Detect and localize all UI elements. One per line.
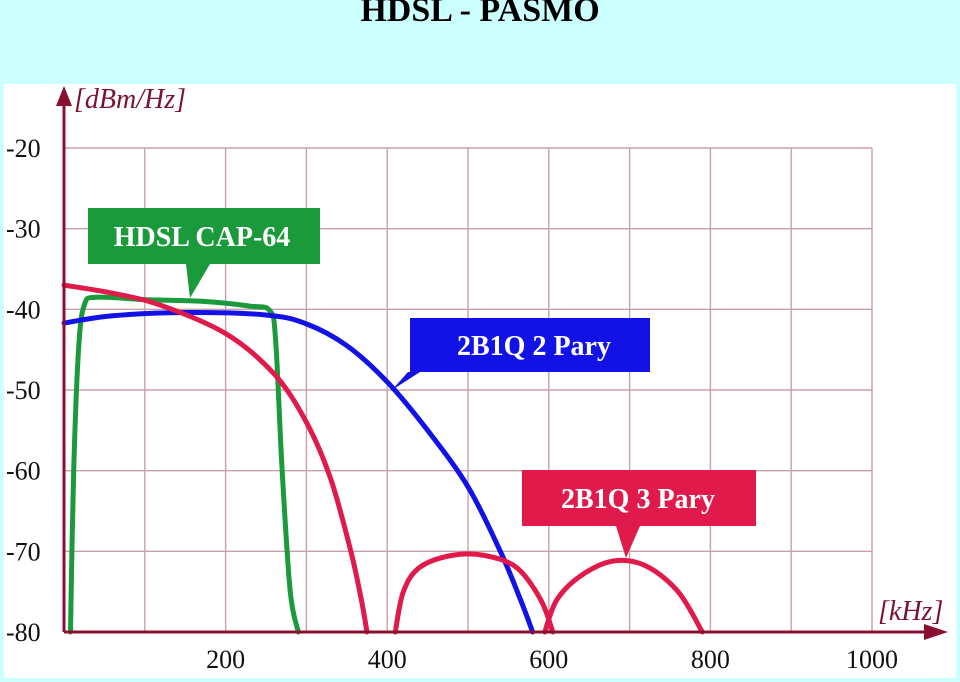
y-tick-label: -60 — [6, 457, 41, 486]
tick-labels: -20 -30 -40 -50 -60 -70 -80 200 400 600 800 1000 — [6, 134, 898, 674]
callout-3pary: 2B1Q 3 Pary — [522, 470, 756, 558]
callout-hdsl-text: HDSL CAP-64 — [114, 222, 291, 253]
x-tick-label: 1000 — [846, 645, 898, 674]
series-line-hdsl-cap-64 — [67, 294, 301, 635]
callout-3pary-text: 2B1Q 3 Pary — [561, 484, 715, 515]
series-line-2b1q-3-pary — [542, 557, 705, 635]
x-tick-label: 200 — [206, 645, 245, 674]
y-tick-label: -80 — [6, 618, 41, 647]
x-tick-label: 600 — [529, 645, 568, 674]
y-tick-label: -70 — [6, 537, 41, 566]
callout-2pary: 2B1Q 2 Pary — [392, 318, 650, 390]
y-tick-label: -50 — [6, 376, 41, 405]
y-axis-arrow — [56, 86, 72, 106]
series-line-2b1q-3-pary — [392, 551, 556, 635]
chart-svg: -20 -30 -40 -50 -60 -70 -80 200 400 600 800 1000 [d… — [6, 84, 948, 674]
y-axis-label: [dBm/Hz] — [74, 84, 186, 115]
chart-area: -20 -30 -40 -50 -60 -70 -80 200 400 600 800 1000 [d… — [4, 84, 956, 678]
series-line-2b1q-3-pary — [61, 282, 370, 635]
y-tick-label: -40 — [6, 295, 41, 324]
axes — [56, 86, 948, 640]
curves — [61, 282, 705, 635]
page-title: HDSL - PASMO — [360, 0, 600, 29]
y-tick-label: -30 — [6, 215, 41, 244]
x-axis-arrow — [924, 624, 948, 640]
x-axis-label: [kHz] — [878, 596, 943, 627]
callout-2pary-text: 2B1Q 2 Pary — [457, 331, 611, 362]
x-tick-label: 400 — [368, 645, 407, 674]
y-tick-label: -20 — [6, 134, 41, 163]
x-tick-label: 800 — [691, 645, 730, 674]
callout-hdsl: HDSL CAP-64 — [88, 208, 320, 298]
